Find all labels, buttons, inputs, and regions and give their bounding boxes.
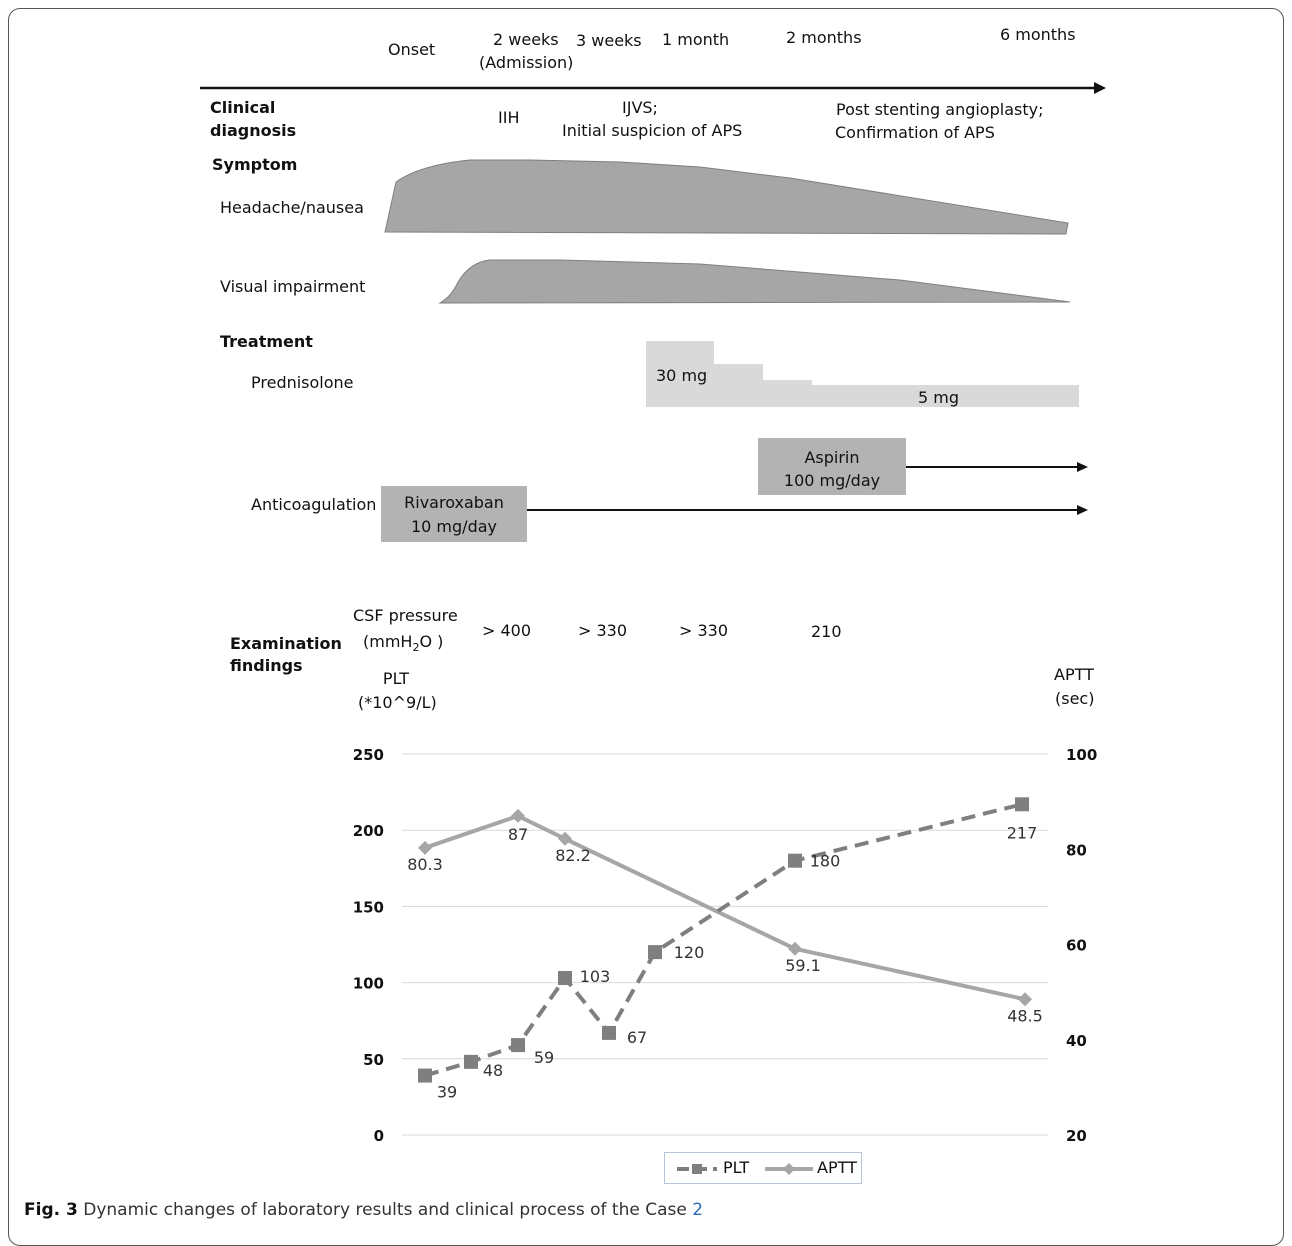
clinical-heading-line1: Clinical: [210, 98, 276, 117]
csf-value-3weeks: > 330: [578, 621, 628, 640]
left-tick-label: 200: [353, 822, 384, 840]
aspirin-box: [758, 438, 906, 495]
plt-series-line: [424, 802, 1023, 1078]
legend-plt-label: PLT: [723, 1158, 750, 1177]
case-reference-link[interactable]: 2: [692, 1200, 704, 1220]
plt-data-label: 103: [580, 967, 611, 986]
plt-point: [511, 1038, 525, 1053]
left-tick-label: 250: [353, 746, 384, 764]
caption-text: Dynamic changes of laboratory results an…: [77, 1200, 693, 1220]
diagnosis-aps-confirmation: Confirmation of APS: [835, 123, 995, 142]
legend-swatches: [677, 1163, 813, 1175]
aptt-axis-title: APTT: [1054, 665, 1094, 684]
plt-point: [418, 1068, 432, 1083]
diagnosis-aps-suspicion: Initial suspicion of APS: [562, 121, 743, 140]
timeline-label-3weeks: 3 weeks: [576, 31, 642, 50]
aptt-data-label: 80.3: [407, 855, 443, 874]
symptom-visual-label: Visual impairment: [220, 277, 366, 296]
timeline-label-onset: Onset: [388, 40, 436, 59]
plt-axis-title: PLT: [382, 669, 410, 688]
rivaroxaban-box: [381, 486, 527, 542]
timeline-label-2months: 2 months: [786, 28, 862, 47]
plt-point: [464, 1054, 478, 1069]
aspirin-dose: 100 mg/day: [783, 471, 881, 490]
aptt-data-label: 59.1: [785, 956, 821, 975]
aptt-point: [788, 941, 802, 956]
prednisolone-step-3: [763, 380, 812, 407]
aptt-point: [418, 840, 432, 855]
prednisolone-dose-5: 5 mg: [918, 388, 960, 407]
prednisolone-step-2: [714, 364, 763, 407]
prednisolone-label: Prednisolone: [251, 373, 354, 392]
timeline-label-1month: 1 month: [662, 30, 730, 49]
visual-symptom-shape: [438, 259, 1071, 304]
examination-heading-line2: findings: [230, 656, 303, 675]
symptom-heading: Symptom: [212, 155, 298, 174]
csf-value-2weeks: > 400: [482, 621, 532, 640]
timeline-arrowhead: [1094, 82, 1106, 94]
plt-data-label: 180: [810, 852, 841, 871]
plt-data-label: 59: [534, 1048, 554, 1067]
right-tick-label: 60: [1066, 937, 1087, 955]
right-tick-label: 80: [1066, 841, 1087, 859]
legend-aptt-marker: [783, 1163, 795, 1175]
timeline-label-6months: 6 months: [1000, 25, 1076, 44]
csf-label: CSF pressure: [353, 606, 458, 625]
examination-heading-line1: Examination: [230, 634, 342, 653]
treatment-heading: Treatment: [220, 332, 313, 351]
chart-legend: PLT APTT: [664, 1152, 862, 1184]
plt-data-label: 67: [627, 1028, 647, 1047]
plt-data-label: 39: [437, 1083, 457, 1102]
prednisolone-step-30mg: [646, 341, 714, 407]
left-tick-label: 0: [374, 1127, 384, 1145]
clinical-heading-line2: diagnosis: [210, 121, 297, 140]
aspirin-name: Aspirin: [804, 448, 860, 467]
plt-point: [1015, 797, 1029, 812]
plt-data-label: 217: [1007, 823, 1038, 842]
anticoagulation-label: Anticoagulation: [251, 495, 377, 514]
aptt-data-label: 87: [508, 825, 528, 844]
rivaroxaban-dose: 10 mg/day: [410, 517, 497, 536]
legend-plt-marker: [692, 1164, 702, 1174]
right-tick-label: 20: [1066, 1127, 1087, 1145]
diagnosis-ijvs: IJVS;: [622, 98, 658, 117]
csf-value-1month: > 330: [679, 621, 729, 640]
diagnosis-iih: IIH: [498, 108, 520, 127]
plt-point: [558, 971, 572, 986]
figure-number: Fig. 3: [24, 1200, 78, 1220]
rivaroxaban-name: Rivaroxaban: [404, 493, 504, 512]
plt-axis-unit: (*10^9/L): [358, 693, 437, 712]
symptom-headache-label: Headache/nausea: [220, 198, 364, 217]
aptt-point: [511, 808, 525, 823]
headache-symptom-shape: [384, 159, 1069, 235]
plt-point: [648, 945, 662, 960]
plt-point: [788, 853, 802, 868]
aptt-data-label: 48.5: [1007, 1006, 1043, 1025]
timeline-label-2weeks: 2 weeks: [493, 30, 559, 49]
legend-aptt-label: APTT: [817, 1158, 857, 1177]
figure-caption: Fig. 3 Dynamic changes of laboratory res…: [24, 1200, 703, 1220]
csf-unit: (mmH2O ): [363, 632, 444, 655]
csf-value-2months: 210: [811, 622, 842, 641]
aptt-data-label: 82.2: [555, 846, 591, 865]
left-tick-label: 100: [353, 975, 384, 993]
aptt-point: [558, 831, 572, 846]
plt-point: [602, 1025, 616, 1040]
left-tick-label: 50: [363, 1051, 384, 1069]
prednisolone-dose-30: 30 mg: [656, 366, 708, 385]
prednisolone-step-5mg: [812, 385, 1079, 407]
right-tick-label: 40: [1066, 1032, 1087, 1050]
left-tick-label: 150: [353, 898, 384, 916]
aptt-point: [1018, 992, 1032, 1007]
right-tick-label: 100: [1066, 746, 1097, 764]
plt-data-label: 48: [483, 1061, 503, 1080]
aptt-axis-unit: (sec): [1055, 689, 1095, 708]
diagnosis-post-stenting: Post stenting angioplasty;: [836, 100, 1044, 119]
plt-data-label: 120: [674, 943, 705, 962]
timeline-label-admission: (Admission): [479, 53, 574, 72]
